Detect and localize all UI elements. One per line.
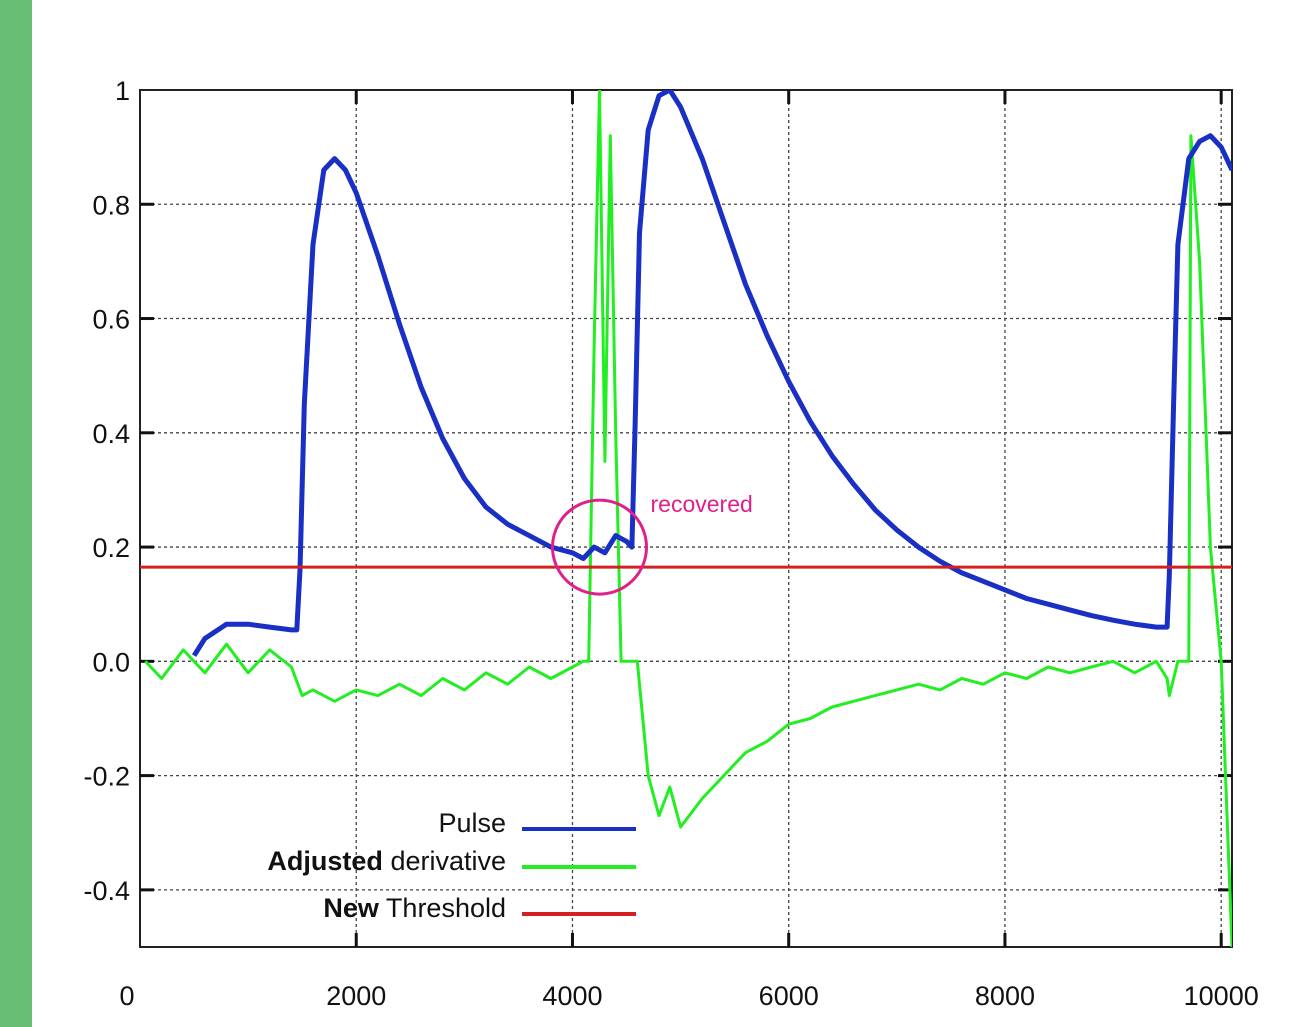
y-tick-label: -0.4 <box>83 876 130 906</box>
side-color-bar <box>0 0 32 1027</box>
x-tick-label: 2000 <box>326 981 386 1011</box>
x-tick-label: 6000 <box>759 981 819 1011</box>
series-line-pulse <box>191 90 1232 657</box>
legend-label-rest: Pulse <box>438 808 506 838</box>
legend-label-bold: New <box>323 893 380 923</box>
legend-label: Pulse <box>438 808 506 838</box>
x-tick-label: 10000 <box>1184 981 1259 1011</box>
legend-label: New Threshold <box>323 893 506 923</box>
legend-label-rest: Threshold <box>379 893 506 923</box>
series-line-adjusted-derivative <box>144 90 1232 947</box>
annotation-circle <box>551 498 649 596</box>
y-tick-label: 0.8 <box>92 190 130 220</box>
series-lines <box>140 90 1232 947</box>
y-tick-label: 0.2 <box>92 533 130 563</box>
y-tick-label: -0.2 <box>83 762 130 792</box>
annotation-label: recovered <box>651 491 753 517</box>
y-tick-label: 0.4 <box>92 419 130 449</box>
plot-frame <box>139 89 1233 948</box>
axis-ticks: 0 2000 4000 6000 8000 10000 -0.4 -0.2 0.0 0.2 0.4 0… <box>83 76 1258 1011</box>
grid-lines <box>140 90 1232 947</box>
annotations: recovered <box>551 491 753 596</box>
x-tick-label: 4000 <box>542 981 602 1011</box>
legend-label-bold: Adjusted <box>267 846 383 876</box>
y-tick-label: 1 <box>115 76 130 106</box>
y-tick-label: 0.0 <box>92 647 130 677</box>
y-tick-label: 0.6 <box>92 305 130 335</box>
legend-label: Adjusted derivative <box>267 846 506 876</box>
x-tick-label: 0 <box>119 981 134 1011</box>
x-tick-label: 8000 <box>975 981 1035 1011</box>
legend-label-rest: derivative <box>383 846 506 876</box>
